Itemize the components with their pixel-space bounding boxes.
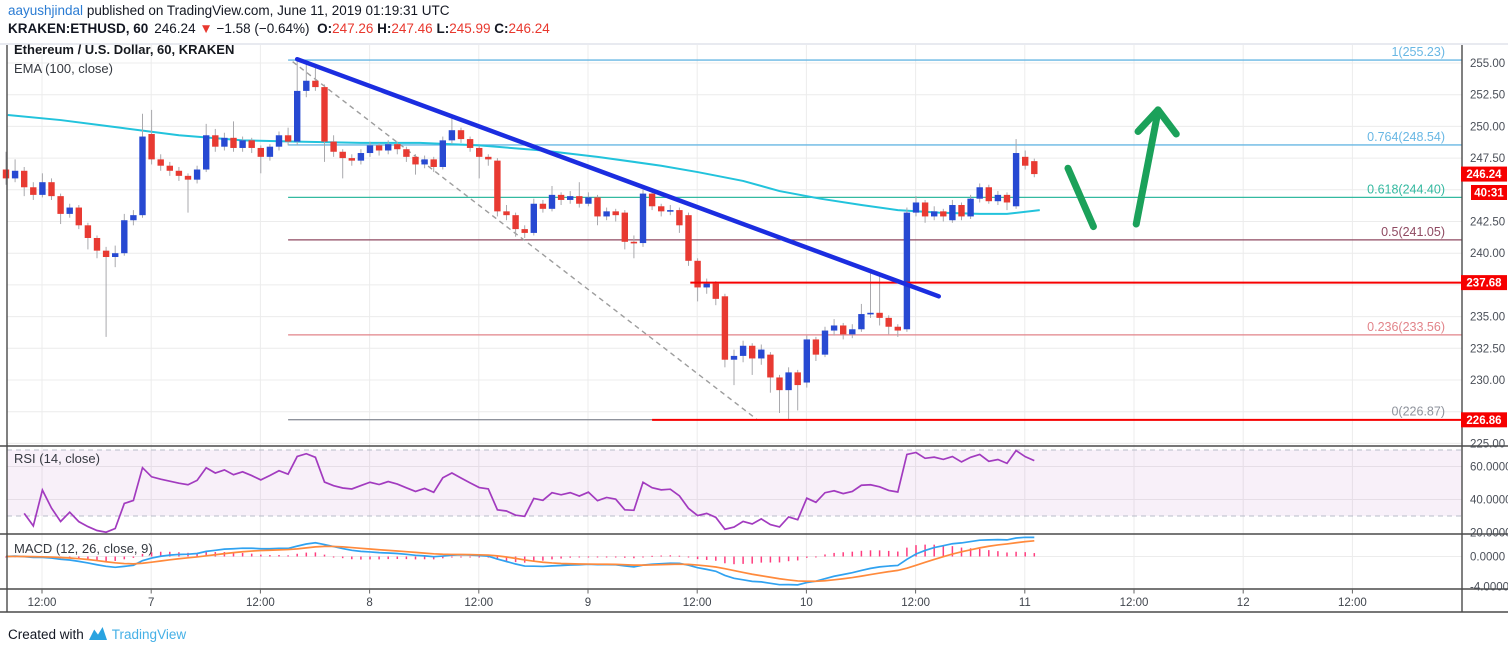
svg-text:0.618(244.40): 0.618(244.40) <box>1367 182 1445 196</box>
blue-trendline <box>294 56 941 299</box>
svg-text:246.24: 246.24 <box>1466 169 1502 181</box>
symbol-status-line: KRAKEN:ETHUSD, 60 246.24 ▼ −1.58 (−0.64%)… <box>8 21 550 36</box>
time-axis-labels: 12:00 7 12:00 8 12:00 9 12:00 10 12:00 11 12:00 12 1… <box>28 589 1367 609</box>
svg-text:12:00: 12:00 <box>28 597 57 609</box>
rsi-pane <box>7 449 1462 534</box>
svg-text:40:31: 40:31 <box>1474 188 1504 200</box>
svg-text:12:00: 12:00 <box>901 597 930 609</box>
svg-text:12: 12 <box>1237 597 1250 609</box>
published-text: published on TradingView.com, June 11, 2… <box>83 3 450 18</box>
fib-retracement: 1(255.23) 0.764(248.54) 0.618(244.40) 0.5(2… <box>288 45 1462 421</box>
author-link[interactable]: aayushjindal <box>8 3 84 18</box>
price-axis-labels: 255.00 252.50 250.00 247.50 242.50 240.00 235.… <box>1470 58 1508 594</box>
last-price: 246.24 <box>154 21 196 36</box>
rsi-indicator-label[interactable]: RSI (14, close) <box>14 451 100 466</box>
down-triangle-icon: ▼ <box>199 21 213 36</box>
svg-text:225.00: 225.00 <box>1470 438 1505 450</box>
svg-text:12:00: 12:00 <box>464 597 493 609</box>
svg-text:11: 11 <box>1019 597 1031 609</box>
open-label: O: <box>317 21 333 36</box>
svg-text:235.00: 235.00 <box>1470 312 1505 324</box>
svg-text:1(255.23): 1(255.23) <box>1391 45 1445 59</box>
svg-text:240.00: 240.00 <box>1470 248 1505 260</box>
price-badges: 246.24 40:31 237.68 226.86 <box>1461 166 1507 428</box>
svg-text:8: 8 <box>366 597 372 609</box>
low-label: L: <box>436 21 450 36</box>
macd-pane <box>5 536 1036 586</box>
red-horizontal-lines <box>652 281 1462 421</box>
svg-text:252.50: 252.50 <box>1470 90 1505 102</box>
close-label: C: <box>494 21 509 36</box>
svg-text:-4.0000: -4.0000 <box>1470 582 1508 594</box>
svg-text:0(226.87): 0(226.87) <box>1391 405 1445 419</box>
price-axis[interactable] <box>1463 45 1508 612</box>
pane-borders <box>0 43 1508 613</box>
macd-indicator-label[interactable]: MACD (12, 26, close, 9) <box>14 541 153 556</box>
svg-text:20.0000: 20.0000 <box>1470 528 1508 540</box>
candles-layer <box>2 57 1038 420</box>
green-arrow <box>1064 106 1180 231</box>
close-value: 246.24 <box>508 21 550 36</box>
svg-text:12:00: 12:00 <box>1338 597 1367 609</box>
publish-header: aayushjindal published on TradingView.co… <box>8 3 450 18</box>
svg-text:237.68: 237.68 <box>1466 278 1502 290</box>
svg-text:12:00: 12:00 <box>246 597 275 609</box>
svg-text:12:00: 12:00 <box>1120 597 1149 609</box>
svg-text:40.0000: 40.0000 <box>1470 495 1508 507</box>
svg-text:0.5(241.05): 0.5(241.05) <box>1381 225 1445 239</box>
tradingview-logo-icon <box>88 626 108 642</box>
grid-lines <box>7 45 1462 589</box>
svg-text:60.0000: 60.0000 <box>1470 462 1508 474</box>
low-value: 245.99 <box>449 21 491 36</box>
svg-text:0.764(248.54): 0.764(248.54) <box>1367 130 1445 144</box>
svg-text:10: 10 <box>800 597 813 609</box>
footer: Created with TradingView <box>8 626 186 642</box>
symbol-label: KRAKEN:ETHUSD, 60 <box>8 21 149 36</box>
svg-text:9: 9 <box>585 597 591 609</box>
svg-text:12:00: 12:00 <box>683 597 712 609</box>
chart-title: Ethereum / U.S. Dollar, 60, KRAKEN <box>14 42 235 57</box>
ema-indicator-label[interactable]: EMA (100, close) <box>14 61 113 76</box>
high-label: H: <box>377 21 392 36</box>
svg-text:7: 7 <box>148 597 154 609</box>
time-axis[interactable] <box>7 590 1462 612</box>
high-value: 247.46 <box>391 21 433 36</box>
price-change: −1.58 (−0.64%) <box>216 21 310 36</box>
svg-text:232.50: 232.50 <box>1470 343 1505 355</box>
svg-text:250.00: 250.00 <box>1470 121 1505 133</box>
svg-text:0.236(233.56): 0.236(233.56) <box>1367 320 1445 334</box>
dashed-trendline <box>292 61 758 420</box>
open-value: 247.26 <box>332 21 374 36</box>
svg-text:230.00: 230.00 <box>1470 375 1505 387</box>
svg-text:0.0000: 0.0000 <box>1470 552 1505 564</box>
svg-text:242.50: 242.50 <box>1470 217 1505 229</box>
svg-text:247.50: 247.50 <box>1470 153 1505 165</box>
tradingview-link[interactable]: TradingView <box>111 626 187 642</box>
svg-text:255.00: 255.00 <box>1470 58 1505 70</box>
svg-text:226.86: 226.86 <box>1466 415 1501 427</box>
created-with-text: Created with <box>8 626 84 642</box>
